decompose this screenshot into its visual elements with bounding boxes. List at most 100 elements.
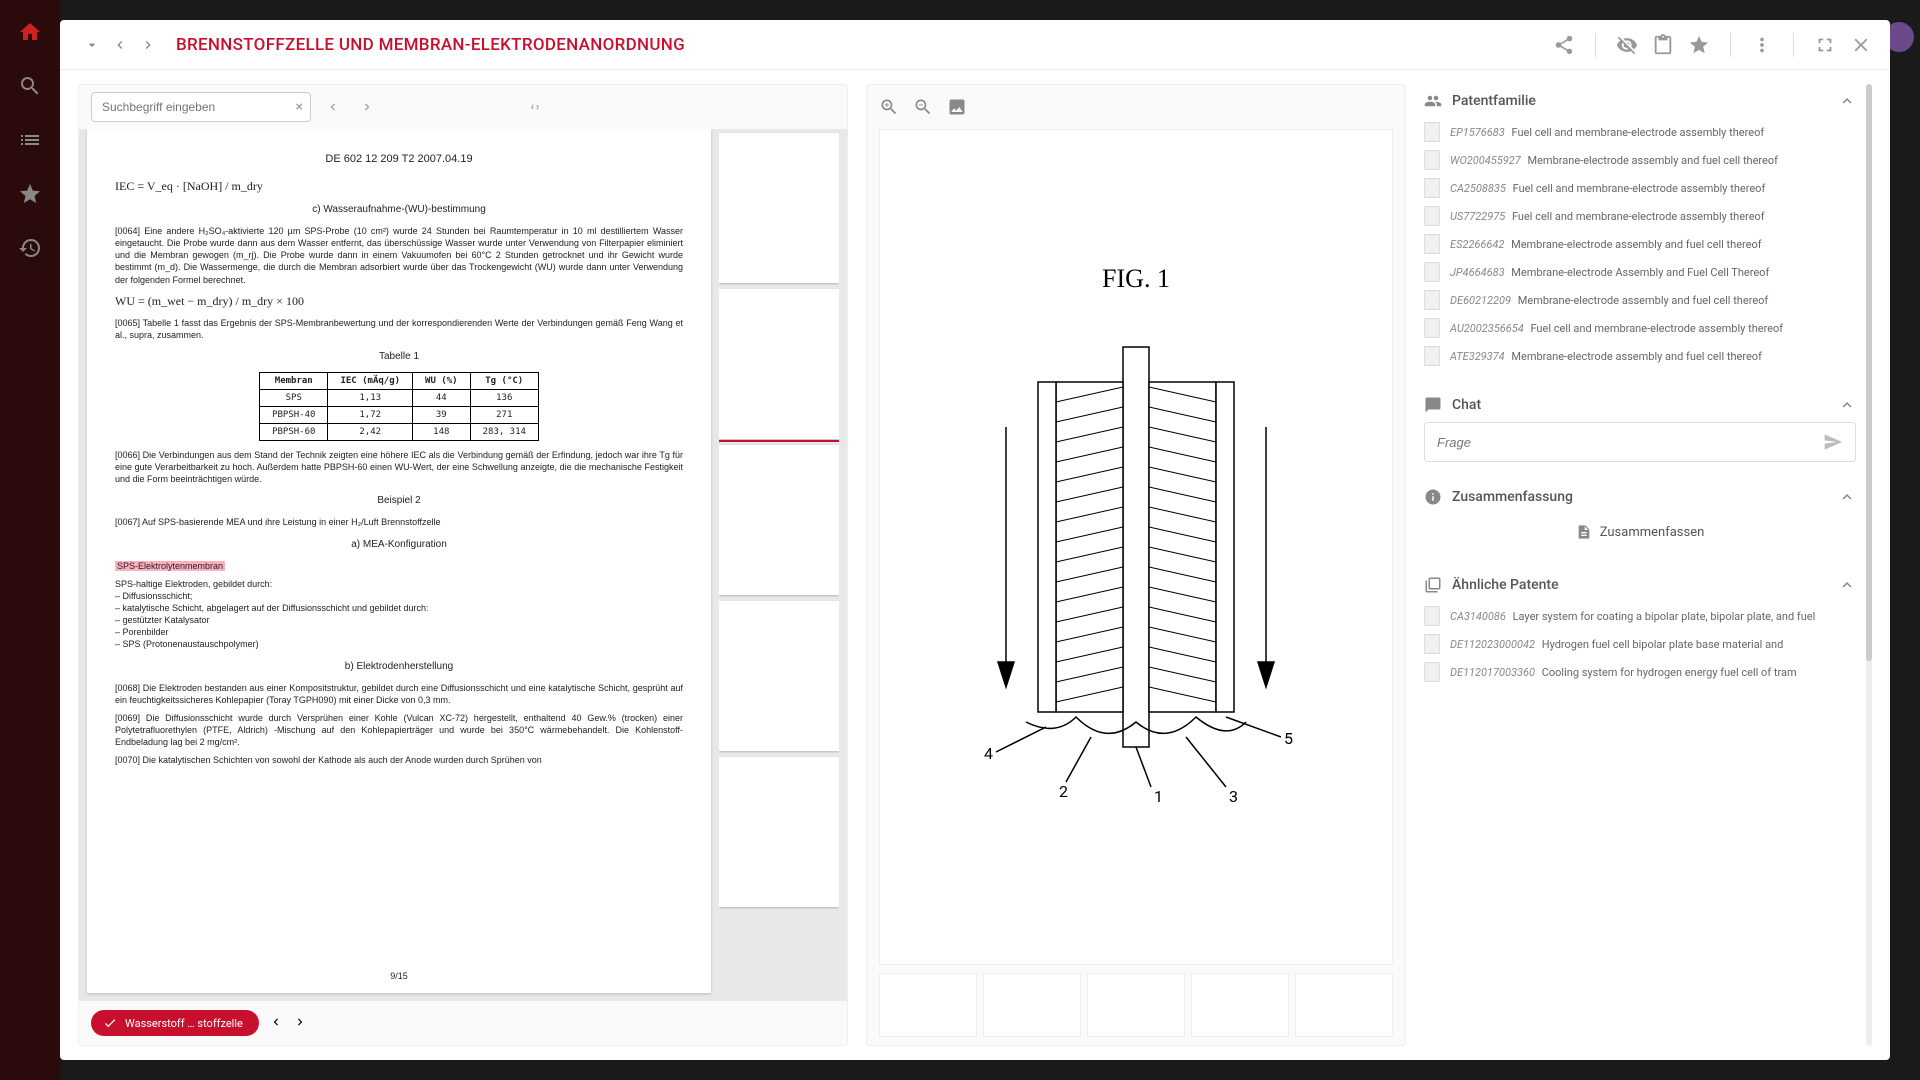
fig-thumb[interactable] xyxy=(1087,973,1185,1037)
document-toolbar: × xyxy=(79,85,847,129)
para-0066: [0066] Die Verbindungen aus dem Stand de… xyxy=(115,449,683,485)
summary-title: Zusammenfassung xyxy=(1452,489,1573,505)
similar-item[interactable]: CA3140086 Layer system for coating a bip… xyxy=(1424,602,1856,630)
para-0068: [0068] Die Elektroden bestanden aus eine… xyxy=(115,682,683,706)
page-thumb[interactable] xyxy=(719,289,839,439)
chat-title: Chat xyxy=(1452,397,1481,413)
search-result-chip[interactable]: Wasserstoff … stoffzelle xyxy=(91,1010,259,1036)
summarize-button[interactable]: Zusammenfassen xyxy=(1424,514,1856,550)
similar-header[interactable]: Ähnliche Patente xyxy=(1424,568,1856,602)
zoom-in-icon[interactable] xyxy=(879,97,899,117)
zoom-out-icon[interactable] xyxy=(913,97,933,117)
family-header[interactable]: Patentfamilie xyxy=(1424,84,1856,118)
family-item[interactable]: DE60212209 Membrane-electrode assembly a… xyxy=(1424,286,1856,314)
stack-icon xyxy=(1424,576,1442,594)
family-item[interactable]: ES2266642 Membrane-electrode assembly an… xyxy=(1424,230,1856,258)
chat-header[interactable]: Chat xyxy=(1424,388,1856,422)
search-prev-button[interactable] xyxy=(321,95,345,119)
document-panel: × DE 602 12 209 T2 2007.04.19 IEC = V_eq… xyxy=(78,84,848,1046)
prev-button[interactable] xyxy=(106,31,134,59)
chip-label: Wasserstoff … stoffzelle xyxy=(125,1017,243,1030)
search-input[interactable] xyxy=(91,92,311,122)
figure-title: FIG. 1 xyxy=(1102,264,1170,293)
home-icon[interactable] xyxy=(18,20,42,44)
family-item[interactable]: EP1576683 Fuel cell and membrane-electro… xyxy=(1424,118,1856,146)
list-icon[interactable] xyxy=(18,128,42,152)
para-0070: [0070] Die katalytischen Schichten von s… xyxy=(115,754,683,766)
doc-thumb-icon xyxy=(1424,606,1440,626)
page-thumb[interactable] xyxy=(719,445,839,595)
chevron-up-icon xyxy=(1838,396,1856,414)
fig-thumb[interactable] xyxy=(1295,973,1393,1037)
app-sidebar xyxy=(0,0,60,1080)
summary-header[interactable]: Zusammenfassung xyxy=(1424,480,1856,514)
similar-item[interactable]: DE112017003360 Cooling system for hydrog… xyxy=(1424,658,1856,686)
modal-body: × DE 602 12 209 T2 2007.04.19 IEC = V_eq… xyxy=(60,70,1890,1060)
search-icon[interactable] xyxy=(18,74,42,98)
doc-thumb-icon xyxy=(1424,234,1440,254)
expand-down-button[interactable] xyxy=(78,31,106,59)
fig-thumb[interactable] xyxy=(1191,973,1289,1037)
hide-icon[interactable] xyxy=(1616,34,1638,56)
similar-list: CA3140086 Layer system for coating a bip… xyxy=(1424,602,1856,686)
family-item[interactable]: CA2508835 Fuel cell and membrane-electro… xyxy=(1424,174,1856,202)
similar-item[interactable]: DE112023000042 Hydrogen fuel cell bipola… xyxy=(1424,630,1856,658)
star-action-icon[interactable] xyxy=(1688,34,1710,56)
fig-thumb[interactable] xyxy=(983,973,1081,1037)
para-0067: [0067] Auf SPS-basierende MEA und ihre L… xyxy=(115,516,683,528)
family-item[interactable]: AU2002356654 Fuel cell and membrane-elec… xyxy=(1424,314,1856,342)
family-item[interactable]: JP4664683 Membrane-electrode Assembly an… xyxy=(1424,258,1856,286)
next-button[interactable] xyxy=(134,31,162,59)
doc-thumb-icon xyxy=(1424,662,1440,682)
doc-thumb-icon xyxy=(1424,122,1440,142)
doc-thumb-icon xyxy=(1424,178,1440,198)
clear-search-icon[interactable]: × xyxy=(296,99,303,115)
figure-toolbar xyxy=(867,85,1405,129)
patent-modal: BRENNSTOFFZELLE UND MEMBRAN-ELEKTRODENAN… xyxy=(60,20,1890,1060)
page-thumb[interactable] xyxy=(719,133,839,283)
doc-thumb-icon xyxy=(1424,150,1440,170)
figure-main[interactable]: FIG. 1 xyxy=(879,129,1393,965)
doc-thumb-icon xyxy=(1424,634,1440,654)
family-list: EP1576683 Fuel cell and membrane-electro… xyxy=(1424,118,1856,370)
history-icon[interactable] xyxy=(18,236,42,260)
section-a-heading: a) MEA-Konfiguration xyxy=(115,539,683,550)
chat-input[interactable] xyxy=(1437,435,1823,450)
family-item[interactable]: ATE329374 Membrane-electrode assembly an… xyxy=(1424,342,1856,370)
image-icon[interactable] xyxy=(947,97,967,117)
para-0065: [0065] Tabelle 1 fasst das Ergebnis der … xyxy=(115,317,683,341)
summarize-label: Zusammenfassen xyxy=(1600,525,1705,540)
svg-text:3: 3 xyxy=(1229,787,1238,806)
fullscreen-icon[interactable] xyxy=(1814,34,1836,56)
page-thumb[interactable] xyxy=(719,601,839,751)
modal-header: BRENNSTOFFZELLE UND MEMBRAN-ELEKTRODENAN… xyxy=(60,20,1890,70)
side-scrollbar[interactable] xyxy=(1866,84,1872,1046)
fit-width-icon[interactable] xyxy=(523,95,547,119)
chip-prev-button[interactable] xyxy=(269,1014,283,1033)
search-next-button[interactable] xyxy=(355,95,379,119)
para-0064: [0064] Eine andere H₂SO₄-aktivierte 120 … xyxy=(115,225,683,286)
fig-thumb[interactable] xyxy=(879,973,977,1037)
chip-next-button[interactable] xyxy=(293,1014,307,1033)
patent-title: BRENNSTOFFZELLE UND MEMBRAN-ELEKTRODENAN… xyxy=(176,35,1553,55)
share-icon[interactable] xyxy=(1553,34,1575,56)
spec-table: MembranIEC (mÄq/g)WU (%)Tg (°C) SPS1,134… xyxy=(259,372,539,441)
figure-panel: FIG. 1 xyxy=(866,84,1406,1046)
family-item[interactable]: WO200455927 Membrane-electrode assembly … xyxy=(1424,146,1856,174)
chat-input-row xyxy=(1424,422,1856,462)
doc-thumb-icon xyxy=(1424,262,1440,282)
section-b-heading: b) Elektrodenherstellung xyxy=(115,661,683,672)
chevron-up-icon xyxy=(1838,92,1856,110)
family-item[interactable]: US7722975 Fuel cell and membrane-electro… xyxy=(1424,202,1856,230)
doc-thumb-icon xyxy=(1424,290,1440,310)
clipboard-icon[interactable] xyxy=(1652,34,1674,56)
page-thumb[interactable] xyxy=(719,757,839,907)
more-icon[interactable] xyxy=(1751,34,1773,56)
similar-section: Ähnliche Patente CA3140086 Layer system … xyxy=(1424,568,1872,686)
close-icon[interactable] xyxy=(1850,34,1872,56)
doc-icon xyxy=(1576,524,1592,540)
send-icon[interactable] xyxy=(1823,432,1843,452)
star-icon[interactable] xyxy=(18,182,42,206)
figure-thumbnails xyxy=(867,965,1405,1045)
svg-text:1: 1 xyxy=(1154,787,1163,806)
